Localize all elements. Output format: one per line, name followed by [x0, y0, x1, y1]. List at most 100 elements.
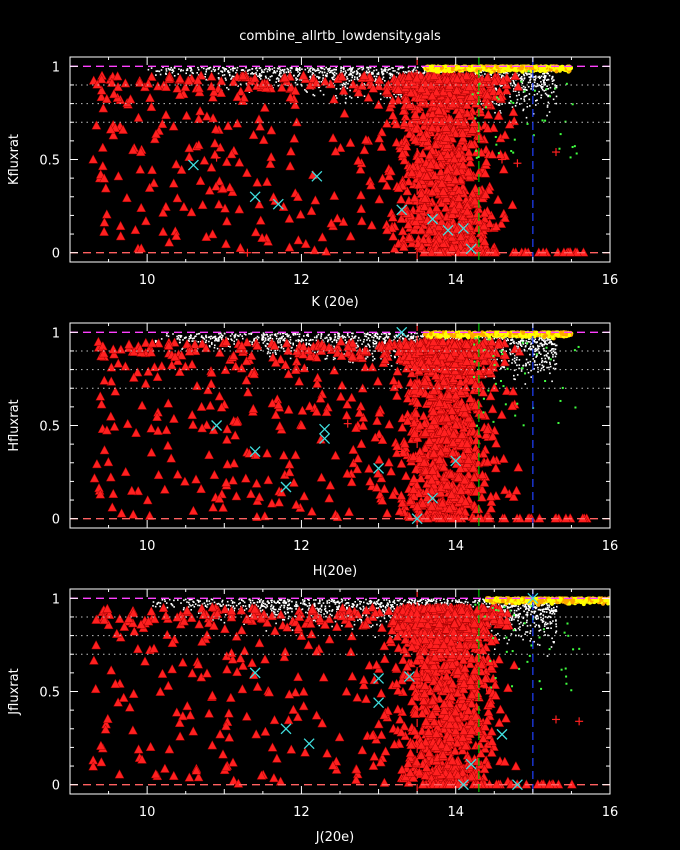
- white-dot: [280, 344, 283, 346]
- triangle-marker: [158, 207, 169, 217]
- white-dot: [233, 75, 235, 78]
- white-dot: [446, 337, 449, 340]
- white-dot: [321, 67, 323, 70]
- white-dot: [540, 94, 543, 96]
- white-dot: [220, 334, 223, 336]
- white-dot: [236, 66, 239, 69]
- white-dot: [311, 67, 313, 69]
- white-dot: [369, 334, 372, 336]
- white-dot: [205, 339, 208, 342]
- triangle-marker: [442, 165, 453, 175]
- white-dot: [332, 356, 335, 358]
- white-dot: [523, 348, 526, 351]
- triangle-marker: [416, 188, 427, 198]
- white-dot: [540, 75, 543, 78]
- triangle-marker: [451, 166, 462, 176]
- white-dot: [346, 334, 349, 337]
- white-dot: [367, 66, 370, 69]
- white-dot: [196, 72, 198, 74]
- white-dot: [533, 340, 536, 342]
- triangle-marker: [387, 212, 398, 222]
- triangle-marker: [355, 164, 366, 174]
- white-dot: [312, 93, 314, 96]
- white-dot: [551, 380, 553, 383]
- triangle-marker: [176, 164, 187, 174]
- white-dot: [253, 339, 255, 342]
- white-dot: [212, 68, 215, 71]
- cross-stroke-b: [311, 170, 323, 182]
- white-dot: [512, 80, 515, 83]
- triangle-marker: [172, 192, 183, 203]
- white-dot: [251, 71, 253, 74]
- white-dot: [352, 361, 354, 364]
- white-dot: [514, 83, 516, 86]
- white-dot: [264, 337, 267, 339]
- triangle-marker: [115, 230, 126, 241]
- white-dot: [493, 377, 495, 380]
- triangle-marker: [377, 173, 388, 183]
- white-dot: [335, 339, 338, 342]
- white-dot: [373, 75, 376, 78]
- white-dot: [258, 74, 261, 77]
- white-dot: [375, 83, 378, 86]
- triangle-marker: [466, 139, 477, 149]
- green-dot: [497, 152, 500, 155]
- white-dot: [552, 356, 554, 358]
- white-dot: [512, 341, 514, 344]
- white-dot: [338, 333, 341, 335]
- white-dot: [271, 68, 274, 70]
- clump-point: [533, 65, 538, 70]
- white-dot: [340, 71, 342, 74]
- green-dot: [533, 89, 536, 92]
- triangle-marker: [396, 194, 407, 204]
- white-dot: [389, 74, 392, 77]
- white-dot: [208, 67, 210, 70]
- white-dot: [387, 69, 389, 71]
- clump-point: [554, 69, 559, 74]
- white-dot: [509, 77, 512, 80]
- white-dot: [513, 360, 516, 362]
- white-dot: [258, 76, 261, 79]
- white-dot: [200, 336, 203, 338]
- white-dot: [286, 333, 288, 335]
- white-dot: [315, 336, 318, 339]
- white-dot: [304, 68, 307, 71]
- triangle-marker: [419, 201, 430, 211]
- white-dot: [259, 78, 262, 80]
- white-dot: [519, 340, 522, 343]
- white-dot: [335, 66, 337, 69]
- white-dot: [422, 335, 424, 337]
- white-dot: [297, 75, 299, 77]
- plot-area: [70, 323, 610, 528]
- white-dot: [374, 80, 376, 82]
- white-dot: [363, 332, 366, 335]
- white-dot: [408, 338, 410, 340]
- white-dot: [381, 72, 383, 74]
- white-dot: [276, 70, 278, 72]
- white-dot: [493, 337, 495, 340]
- white-dot: [392, 349, 395, 352]
- white-dot: [332, 72, 334, 75]
- white-dot: [372, 339, 375, 342]
- white-dot: [203, 67, 205, 70]
- white-dot: [205, 71, 207, 73]
- white-dot: [181, 348, 183, 350]
- white-dot: [216, 340, 219, 342]
- white-dot: [201, 66, 203, 69]
- white-dot: [365, 70, 368, 73]
- triangle-marker: [452, 73, 463, 84]
- green-dot: [554, 87, 557, 90]
- white-dot: [529, 347, 531, 349]
- triangle-marker: [210, 123, 221, 134]
- white-dot: [525, 364, 527, 367]
- white-dot: [535, 347, 537, 350]
- triangle-marker: [161, 109, 171, 120]
- white-dot: [511, 358, 514, 361]
- white-dot: [236, 69, 238, 72]
- white-dot: [385, 68, 387, 71]
- white-dot: [287, 335, 289, 338]
- triangle-marker: [292, 191, 303, 201]
- white-dot: [246, 70, 249, 72]
- white-dot: [213, 70, 216, 72]
- white-dot: [540, 342, 542, 345]
